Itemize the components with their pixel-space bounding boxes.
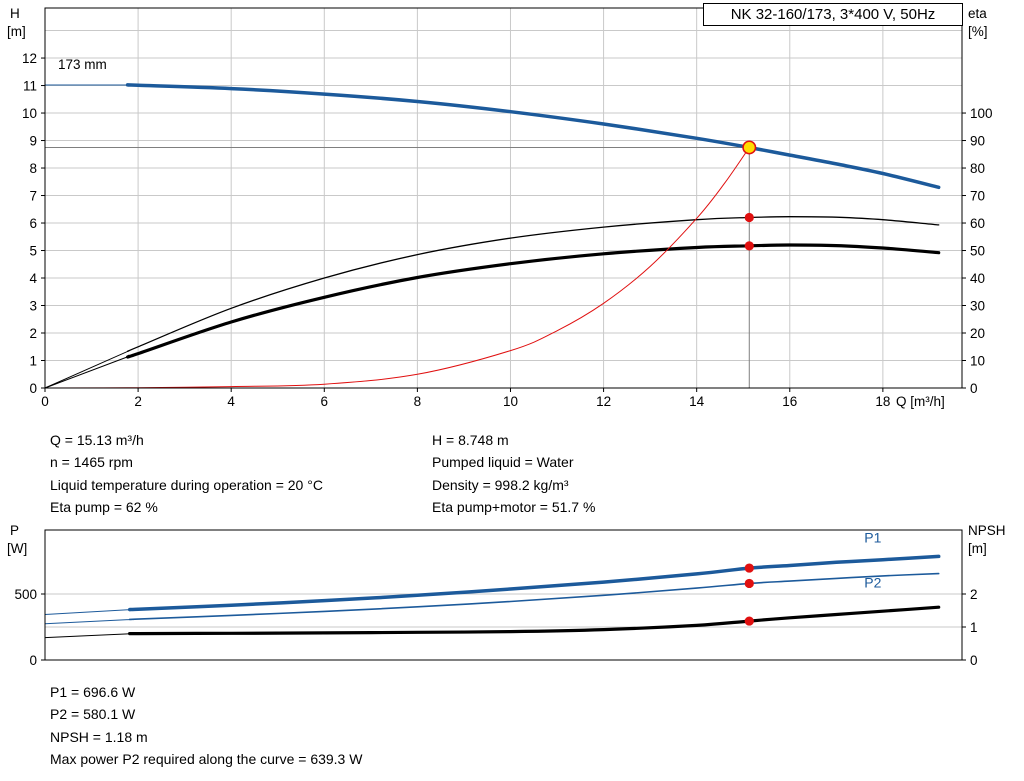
npsh-point — [744, 616, 754, 626]
y-tick-label-left: 5 — [29, 244, 37, 259]
pump-model-label: NK 32-160/173, 3*400 V, 50Hz — [730, 6, 936, 23]
y-axis-right-title: NPSH — [968, 523, 1006, 538]
y-tick-label-left: 9 — [29, 134, 37, 149]
x-tick-label: 10 — [503, 394, 518, 409]
hq-eta-chart: 0 2 4 6 8 10 12 14 16 180123456789101112010203040… — [7, 6, 993, 409]
x-tick-label: 4 — [227, 394, 235, 409]
pump-model-box: NK 32-160/173, 3*400 V, 50Hz — [703, 3, 963, 26]
eta-pump-motor-value: Eta pump+motor = 51.7 % — [432, 499, 596, 516]
y-tick-label-right: 90 — [970, 134, 985, 149]
eta-pump-motor-point — [744, 241, 754, 251]
y-tick-label-right: 40 — [970, 271, 985, 286]
head-curve-173mm — [125, 83, 941, 190]
p1-curve-lead — [44, 609, 134, 615]
p2-value: P2 = 580.1 W — [50, 706, 136, 723]
power-npsh-chart: 0 500 0 1 2 P [W] NPSH [m] P1 P2 — [7, 523, 1006, 668]
y-axis-left-title: P — [10, 523, 19, 538]
y-tick-label-right: 70 — [970, 189, 985, 204]
y-axis-left-title: H — [10, 6, 20, 21]
pumped-liquid-value: Pumped liquid = Water — [432, 454, 574, 471]
y-axis-left-unit: [m] — [7, 24, 26, 39]
y-tick-label-left: 1 — [29, 354, 37, 369]
y-tick-label-right: 100 — [970, 106, 993, 121]
eta-pump-curve — [126, 216, 940, 352]
y-tick-label-left: 0 — [29, 381, 37, 396]
duty-info-right: H = 8.748 m Pumped liquid = Water Densit… — [432, 429, 595, 519]
npsh-curve — [128, 605, 941, 636]
max-power-value: Max power P2 required along the curve = … — [50, 751, 363, 768]
p2-point — [744, 578, 754, 589]
p1-value: P1 = 696.6 W — [50, 684, 136, 700]
y-tick-label-right: 1 — [970, 620, 978, 635]
p1-label: P1 — [864, 530, 881, 546]
result-info-block: P1 = 696.6 W P2 = 580.1 W NPSH = 1.18 m … — [50, 681, 362, 771]
x-tick-label: 12 — [596, 394, 611, 409]
liquid-temperature-value: Liquid temperature during operation = 20… — [50, 476, 323, 493]
y-tick-label-left: 12 — [22, 51, 37, 66]
y-tick-label-right: 30 — [970, 299, 985, 314]
npsh-value: NPSH = 1.18 m — [50, 728, 148, 745]
x-tick-label: 2 — [134, 394, 142, 409]
x-tick-label: 14 — [689, 394, 705, 409]
eta-pump-motor-curve-lead — [44, 355, 129, 389]
eta-pump-curve-lead — [44, 350, 130, 389]
y-axis-right-unit: [m] — [968, 541, 987, 556]
p1-curve — [127, 554, 941, 612]
y-tick-label-left: 3 — [29, 299, 37, 314]
y-tick-label-right: 0 — [970, 381, 978, 396]
y-tick-label-right: 10 — [970, 354, 985, 369]
y-tick-label-right: 20 — [970, 326, 985, 341]
plot-border — [44, 529, 963, 661]
x-tick-label: 18 — [875, 394, 890, 409]
q-value: Q = 15.13 m³/h — [50, 432, 144, 448]
y-axis-right-title: eta — [968, 6, 987, 21]
y-tick-label-left: 11 — [23, 79, 37, 94]
y-tick-label-right: 2 — [970, 587, 978, 602]
plot-border — [44, 7, 963, 389]
y-tick-label-left: 6 — [29, 216, 37, 231]
y-tick-label-right: 50 — [970, 244, 985, 259]
y-axis-left-unit: [W] — [7, 541, 27, 556]
npsh-curve-lead — [44, 633, 134, 639]
duty-point — [742, 140, 757, 155]
duty-info-left: Q = 15.13 m³/h n = 1465 rpm Liquid tempe… — [50, 429, 323, 519]
y-tick-label-left: 2 — [29, 326, 37, 341]
duty-system-curve — [44, 147, 750, 389]
y-tick-label-left: 10 — [22, 106, 37, 121]
x-tick-label: 8 — [414, 394, 422, 409]
p2-curve — [128, 572, 940, 621]
density-value: Density = 998.2 kg/m³ — [432, 476, 569, 493]
eta-pump-value: Eta pump = 62 % — [50, 499, 158, 516]
speed-value: n = 1465 rpm — [50, 454, 133, 471]
y-tick-label-left: 7 — [29, 189, 37, 204]
p2-label: P2 — [864, 575, 881, 591]
p1-point — [744, 563, 754, 573]
h-value: H = 8.748 m — [432, 432, 509, 448]
x-axis-title: Q [m³/h] — [896, 394, 945, 409]
impeller-diameter-label: 173 mm — [58, 57, 107, 72]
eta-pump-motor-curve — [126, 243, 941, 359]
x-tick-label: 0 — [41, 394, 49, 409]
y-tick-label-left: 8 — [29, 161, 37, 176]
eta-pump-point — [744, 212, 754, 223]
y-axis-right-unit: [%] — [968, 24, 988, 39]
y-tick-label-left: 4 — [29, 271, 37, 286]
y-tick-label-right: 80 — [970, 161, 985, 176]
y-tick-label-right: 0 — [970, 653, 978, 668]
p2-curve-lead — [44, 618, 134, 625]
x-tick-label: 16 — [782, 394, 797, 409]
x-tick-label: 6 — [321, 394, 329, 409]
y-tick-label-left: 0 — [29, 653, 37, 668]
y-tick-label-left: 500 — [14, 587, 37, 602]
y-tick-label-right: 60 — [970, 216, 985, 231]
